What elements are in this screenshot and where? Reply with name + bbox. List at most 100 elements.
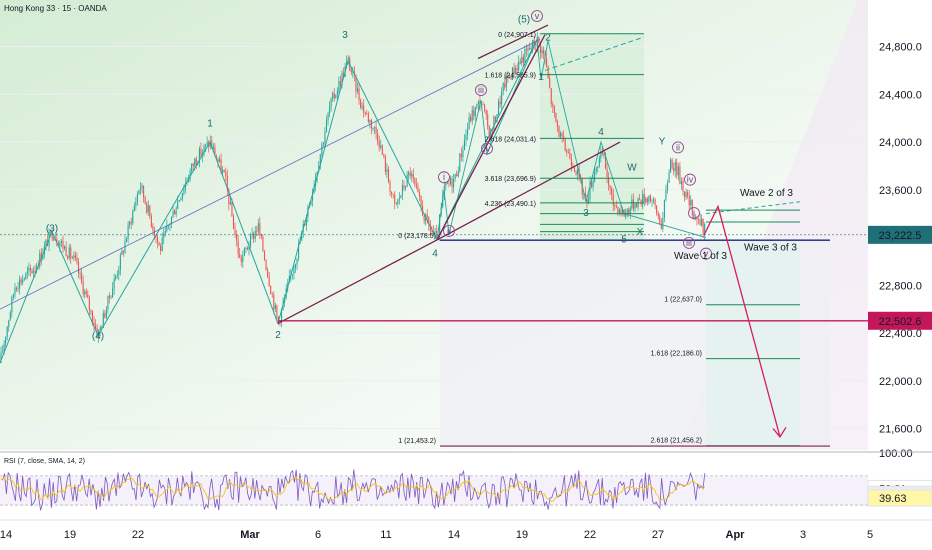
candle-body: [126, 238, 128, 242]
candle-body: [358, 88, 360, 101]
candle-body: [189, 170, 191, 180]
wave-label: 5: [621, 234, 627, 245]
candle-body: [558, 126, 560, 137]
price-badge: [868, 225, 932, 244]
wave-label: 2: [275, 330, 281, 341]
candle-body: [460, 153, 462, 158]
candle-body: [417, 186, 419, 193]
candle-body: [542, 49, 545, 54]
price-tick-label: 22,000.0: [879, 376, 922, 388]
candle-body: [400, 195, 402, 199]
candle-body: [25, 273, 27, 279]
candle-body: [521, 56, 523, 64]
candle-body: [505, 75, 507, 88]
candle-body: [327, 113, 329, 120]
candle-body: [501, 91, 503, 105]
candle-body: [434, 231, 436, 234]
price-tick-label: 22,800.0: [879, 280, 922, 292]
candle-body: [530, 48, 532, 49]
time-tick-label: Mar: [240, 529, 260, 541]
candle-body: [93, 322, 95, 326]
candle-body: [363, 105, 365, 113]
candle-body: [355, 75, 357, 92]
candle-body: [56, 239, 58, 243]
candle-body: [139, 187, 142, 191]
candle-body: [561, 133, 563, 137]
wave-label: W: [627, 163, 637, 174]
candle-body: [504, 83, 506, 88]
candle-body: [234, 229, 236, 235]
projection-arrow: [703, 204, 781, 438]
candle-body: [57, 242, 59, 246]
candle-body: [113, 278, 115, 289]
candle-body: [222, 169, 224, 173]
time-tick-label: 14: [448, 529, 460, 541]
candle-body: [563, 136, 565, 139]
candle-body: [67, 256, 69, 259]
candle-body: [391, 192, 393, 194]
candle-body: [611, 188, 613, 195]
price-badge: [868, 311, 932, 330]
candle-body: [484, 104, 486, 111]
candle-body: [494, 116, 496, 122]
candle-body: [418, 192, 421, 197]
price-badge-label: 22,502.6: [879, 316, 922, 328]
candle-body: [569, 152, 571, 160]
candle-body: [228, 189, 230, 205]
candle-body: [516, 68, 518, 71]
candle-body: [415, 184, 417, 187]
candle-body: [263, 251, 266, 260]
time-tick-label: 22: [132, 529, 144, 541]
candle-body: [178, 200, 180, 202]
wave-annotation: Wave 2 of 3: [740, 188, 793, 199]
candle-body: [671, 159, 673, 169]
candle-body: [369, 120, 371, 123]
candle-body: [620, 209, 622, 215]
candle-body: [587, 199, 589, 204]
candle-body: [91, 311, 93, 323]
rsi-badge-label: 39.63: [879, 493, 907, 505]
elliott-wave-line: [0, 39, 538, 364]
arrow-head: [772, 426, 787, 438]
candle-body: [626, 209, 628, 213]
price-badge-label: 23,222.5: [879, 230, 922, 242]
candle-body: [704, 224, 706, 234]
candle-body: [143, 185, 145, 198]
candle-body: [45, 240, 47, 246]
candle-body: [231, 201, 233, 217]
candle-body: [240, 257, 242, 262]
candle-body: [194, 158, 196, 166]
candle-body: [575, 171, 577, 175]
candle-body: [699, 219, 701, 226]
candle-body: [77, 262, 80, 274]
candle-body: [688, 196, 690, 206]
candle-body: [409, 172, 411, 177]
candle-body: [356, 88, 359, 92]
candle-body: [508, 77, 510, 79]
candle-body: [160, 245, 162, 251]
candle-body: [11, 296, 13, 313]
candle-body: [82, 281, 84, 294]
wave-circle: [672, 141, 684, 154]
candle-body: [525, 49, 527, 51]
candle-body: [498, 101, 500, 115]
candle-body: [600, 151, 602, 159]
candle-body: [642, 193, 644, 205]
candle-body: [5, 337, 7, 344]
candle-body: [330, 98, 332, 107]
time-tick-label: 3: [800, 529, 806, 541]
candle-body: [108, 295, 111, 298]
price-tick-label: 24,400.0: [879, 89, 922, 101]
candle-body: [511, 67, 514, 80]
candle-body: [152, 226, 154, 231]
candle-body: [105, 309, 107, 318]
candle-body: [685, 192, 687, 198]
wave-label: X: [637, 227, 644, 238]
candle-body: [33, 270, 35, 274]
candle-body: [155, 235, 157, 238]
candle-body: [135, 202, 137, 206]
wave-circle-label: ii: [676, 142, 680, 152]
candle-body: [386, 169, 388, 172]
candle-body: [659, 216, 661, 224]
